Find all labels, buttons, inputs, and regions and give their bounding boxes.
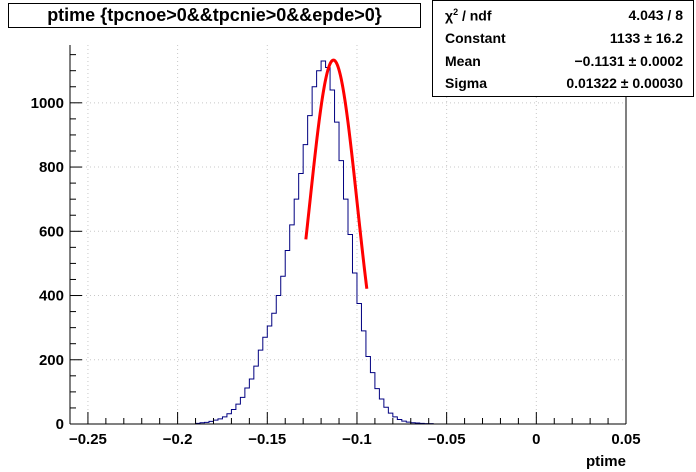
histogram	[195, 60, 434, 425]
stats-value-mean: −0.1131 ± 0.0002	[574, 53, 683, 69]
stats-key-constant: Constant	[445, 30, 506, 46]
stats-key-sigma: Sigma	[445, 75, 488, 91]
stats-row-constant: Constant 1133 ± 16.2	[445, 30, 683, 52]
y-tick-label: 0	[56, 416, 64, 433]
x-tick-label: 0.05	[611, 431, 640, 448]
stats-row-sigma: Sigma 0.01322 ± 0.00030	[445, 75, 683, 97]
x-tick-label: −0.25	[69, 431, 107, 448]
histogram-steps	[195, 60, 434, 425]
y-tick-label: 200	[39, 352, 64, 369]
x-tick-label: −0.05	[428, 431, 466, 448]
stats-box: χ2 / ndf 4.043 / 8 Constant 1133 ± 16.2 …	[432, 0, 694, 97]
stats-row-mean: Mean −0.1131 ± 0.0002	[445, 53, 683, 75]
x-axis-label: ptime	[586, 453, 626, 470]
x-tick-label: −0.2	[163, 431, 193, 448]
x-tick-label: 0	[532, 431, 540, 448]
x-tick-label: −0.1	[342, 431, 372, 448]
y-tick-label: 1000	[31, 95, 64, 112]
chart-title: ptime {tpcnoe>0&&tpcnie>0&&epde>0}	[8, 3, 421, 28]
stats-row-chi2: χ2 / ndf 4.043 / 8	[445, 7, 683, 29]
x-tick-label: −0.15	[248, 431, 286, 448]
fit-curve-group	[304, 58, 369, 289]
stats-key-mean: Mean	[445, 53, 481, 69]
stats-value-chi2: 4.043 / 8	[628, 7, 684, 23]
axes: −0.25 −0.2 −0.15 −0.1 −0.05 0 0.05 0 200 400 600 80…	[31, 45, 641, 448]
fit-curve	[304, 58, 369, 289]
stats-value-constant: 1133 ± 16.2	[609, 30, 683, 46]
stats-key-chi2: χ2 / ndf	[445, 7, 492, 24]
stats-value-sigma: 0.01322 ± 0.00030	[566, 75, 683, 91]
y-tick-label: 800	[39, 159, 64, 176]
y-tick-label: 600	[39, 223, 64, 240]
y-tick-label: 400	[39, 288, 64, 305]
